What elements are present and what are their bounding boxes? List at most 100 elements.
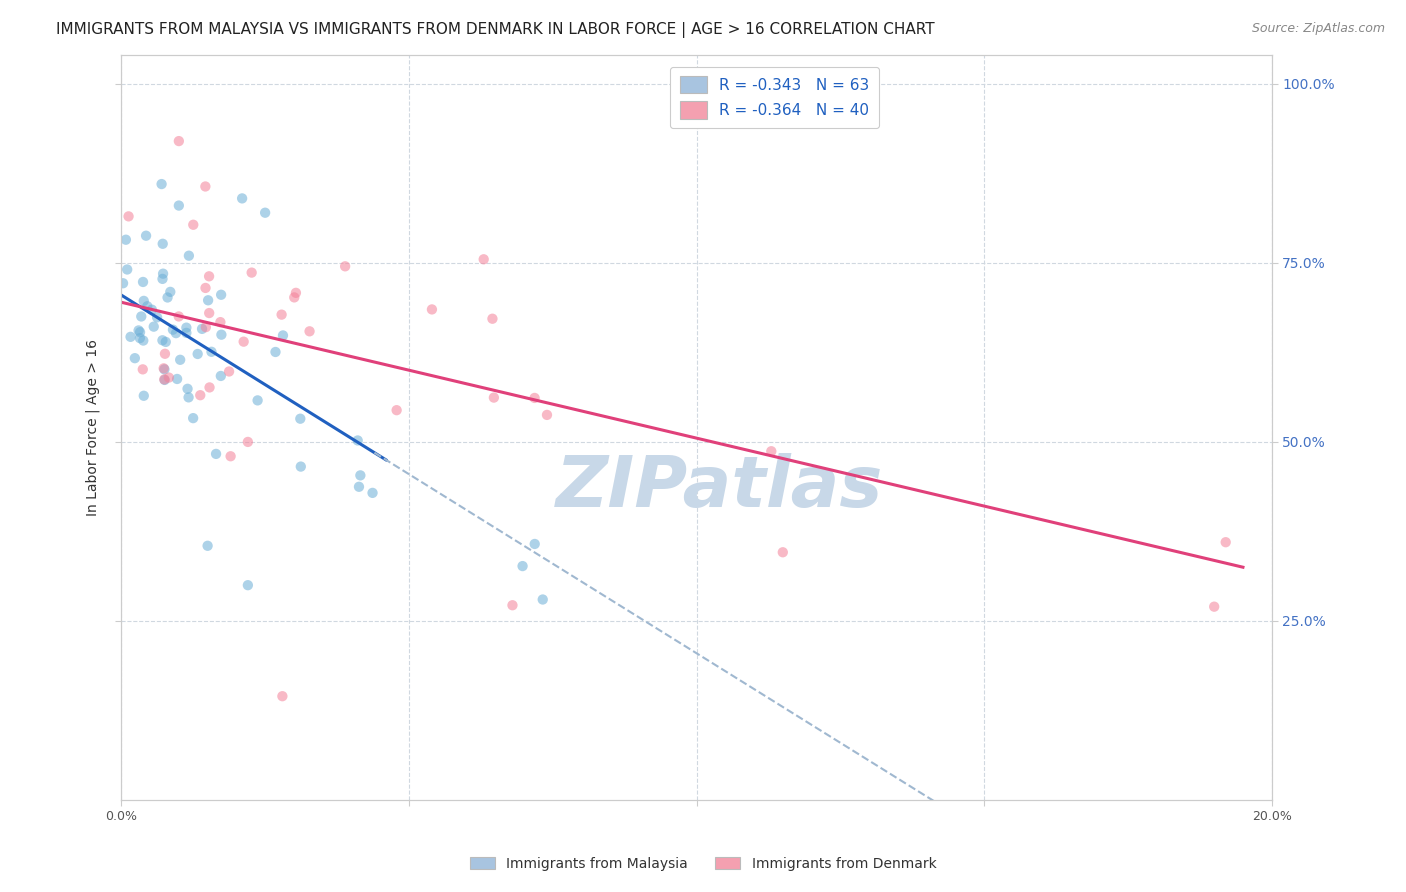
Point [176,326,198,340]
Point [167,134,190,148]
Point [153,372,176,386]
Point [536,408,558,422]
Point [181,411,204,425]
Point [112,277,135,291]
Point [142,319,165,334]
Point [141,302,163,317]
Point [523,537,546,551]
Point [181,218,204,232]
Point [132,362,155,376]
Point [191,322,214,336]
Point [177,390,200,404]
Point [194,179,217,194]
Point [284,285,307,300]
Point [347,480,370,494]
Point [333,260,356,274]
Point [209,315,232,329]
Point [153,373,176,387]
Point [129,331,152,345]
Point [290,459,312,474]
Point [349,468,371,483]
Point [523,391,546,405]
Point [153,362,176,376]
Point [176,320,198,334]
Point [146,310,169,325]
Point [761,444,783,458]
Point [152,333,174,347]
Point [176,382,198,396]
Point [153,347,176,361]
Point [117,210,139,224]
Legend: Immigrants from Malaysia, Immigrants from Denmark: Immigrants from Malaysia, Immigrants fro… [464,851,942,876]
Point [283,290,305,304]
Point [198,269,221,284]
Point [232,334,254,349]
Point [218,364,240,378]
Point [1215,535,1237,549]
Point [501,599,523,613]
Point [124,351,146,366]
Point [187,347,209,361]
Point [152,272,174,286]
Point [129,310,152,324]
Point [209,327,232,342]
Point [120,330,142,344]
Point [188,388,211,402]
Point [129,325,152,339]
Point [157,370,180,384]
Point [482,391,505,405]
Point [205,447,228,461]
Point [236,434,259,449]
Text: ZIPatlas: ZIPatlas [555,453,883,522]
Point [194,320,217,334]
Point [152,267,174,281]
Point [115,233,138,247]
Point [177,249,200,263]
Point [198,306,221,320]
Point [169,352,191,367]
Point [162,323,184,337]
Point [152,236,174,251]
Point [156,290,179,304]
Point [167,310,190,324]
Point [236,578,259,592]
Point [240,266,263,280]
Point [132,275,155,289]
Point [132,389,155,403]
Point [531,592,554,607]
Point [165,326,187,340]
Point [136,299,159,313]
Point [270,308,292,322]
Point [167,198,190,212]
Point [361,486,384,500]
Point [194,281,217,295]
Point [197,293,219,308]
Point [481,311,503,326]
Point [115,262,138,277]
Point [290,411,312,425]
Point [209,287,232,301]
Point [209,368,232,383]
Point [152,361,174,376]
Point [246,393,269,408]
Point [512,559,534,574]
Point [200,344,222,359]
Point [271,689,294,703]
Point [1204,599,1226,614]
Point [420,302,443,317]
Point [271,328,294,343]
Text: Source: ZipAtlas.com: Source: ZipAtlas.com [1251,22,1385,36]
Text: IMMIGRANTS FROM MALAYSIA VS IMMIGRANTS FROM DENMARK IN LABOR FORCE | AGE > 16 CO: IMMIGRANTS FROM MALAYSIA VS IMMIGRANTS F… [56,22,935,38]
Point [132,293,155,308]
Point [159,285,181,299]
Legend: R = -0.343   N = 63, R = -0.364   N = 40: R = -0.343 N = 63, R = -0.364 N = 40 [671,67,879,128]
Point [219,449,242,463]
Point [472,252,495,267]
Point [150,177,173,191]
Point [135,228,157,243]
Point [166,372,188,386]
Point [128,323,150,337]
Point [298,324,321,338]
Y-axis label: In Labor Force | Age > 16: In Labor Force | Age > 16 [86,339,100,516]
Point [264,345,287,359]
